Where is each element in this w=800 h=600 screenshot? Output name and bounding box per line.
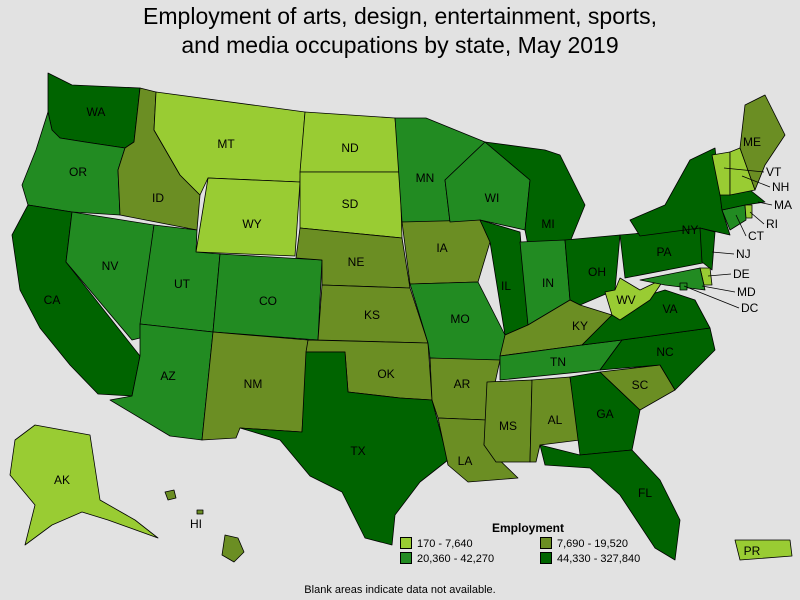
label-tn: TN <box>550 355 566 369</box>
state-oh[interactable] <box>564 234 621 306</box>
label-fl: FL <box>638 486 652 500</box>
map-title: Employment of arts, design, entertainmen… <box>0 2 800 60</box>
label-ny: NY <box>682 223 699 237</box>
legend-item-3: 20,360 - 42,270 <box>400 552 494 566</box>
label-oh: OH <box>588 265 606 279</box>
label-hi: HI <box>190 517 202 531</box>
label-wy: WY <box>242 217 261 231</box>
legend-title: Employment <box>492 521 565 535</box>
label-ks: KS <box>364 308 380 322</box>
label-la: LA <box>458 454 473 468</box>
state-nv[interactable] <box>65 211 155 341</box>
label-az: AZ <box>160 369 175 383</box>
label-mi: MI <box>541 217 554 231</box>
label-sd: SD <box>342 197 359 211</box>
label-nd: ND <box>341 141 359 155</box>
label-ok: OK <box>377 367 394 381</box>
label-ia: IA <box>436 241 447 255</box>
label-mo: MO <box>450 312 469 326</box>
legend-swatch-1 <box>400 537 412 549</box>
label-vt: VT <box>766 165 782 179</box>
state-dc[interactable] <box>679 282 688 291</box>
state-pr[interactable] <box>734 539 793 561</box>
label-ne: NE <box>348 255 365 269</box>
label-pa: PA <box>656 245 671 259</box>
label-wa: WA <box>87 105 106 119</box>
label-de: DE <box>733 267 750 281</box>
label-co: CO <box>259 294 277 308</box>
label-sc: SC <box>632 378 649 392</box>
legend-label-4: 44,330 - 327,840 <box>557 553 641 565</box>
legend-swatch-4 <box>540 552 552 564</box>
label-tx: TX <box>350 444 365 458</box>
legend-label-3: 20,360 - 42,270 <box>417 553 495 565</box>
label-ri: RI <box>766 217 778 231</box>
label-ca: CA <box>44 293 61 307</box>
state-me[interactable] <box>739 94 786 191</box>
legend-item-2: 7,690 - 19,520 <box>540 537 628 551</box>
state-tx[interactable] <box>239 351 449 546</box>
map-title-line-2: and media occupations by state, May 2019 <box>181 32 619 58</box>
footnote: Blank areas indicate data not available. <box>304 584 496 596</box>
label-ut: UT <box>174 277 191 291</box>
label-leader-lines <box>683 167 773 309</box>
legend-label-2: 7,690 - 19,520 <box>557 538 628 550</box>
label-or: OR <box>69 165 87 179</box>
map-title-line-1: Employment of arts, design, entertainmen… <box>143 3 657 29</box>
state-ms[interactable] <box>483 379 533 463</box>
legend: Employment 170 - 7,640 7,690 - 19,520 20… <box>400 521 700 573</box>
label-nj: NJ <box>736 247 751 261</box>
label-il: IL <box>501 279 511 293</box>
label-wi: WI <box>485 191 500 205</box>
label-mt: MT <box>217 137 235 151</box>
label-me: ME <box>743 135 761 149</box>
label-md: MD <box>737 285 756 299</box>
state-hi[interactable] <box>164 489 245 563</box>
label-id: ID <box>152 191 164 205</box>
state-fl[interactable] <box>539 444 681 561</box>
label-pr: PR <box>744 544 761 558</box>
label-al: AL <box>548 413 563 427</box>
label-ar: AR <box>454 377 471 391</box>
state-ri[interactable] <box>744 204 753 219</box>
legend-swatch-2 <box>540 537 552 549</box>
label-mn: MN <box>416 171 435 185</box>
state-md[interactable] <box>639 267 706 291</box>
label-ma: MA <box>774 198 792 212</box>
label-nv: NV <box>102 259 119 273</box>
label-ak: AK <box>54 473 70 487</box>
label-va: VA <box>662 302 677 316</box>
state-nj[interactable] <box>699 227 716 271</box>
label-ct: CT <box>748 229 765 243</box>
legend-item-1: 170 - 7,640 <box>400 537 473 551</box>
label-dc: DC <box>741 301 759 315</box>
label-ga: GA <box>596 407 613 421</box>
label-ky: KY <box>572 319 588 333</box>
legend-swatch-3 <box>400 552 412 564</box>
label-wv: WV <box>616 293 635 307</box>
state-ak[interactable] <box>9 424 159 546</box>
label-nc: NC <box>656 345 674 359</box>
state-ga[interactable] <box>569 371 641 456</box>
label-nm: NM <box>244 377 263 391</box>
label-in: IN <box>542 276 554 290</box>
legend-item-4: 44,330 - 327,840 <box>540 552 640 566</box>
label-ms: MS <box>499 419 517 433</box>
legend-label-1: 170 - 7,640 <box>417 538 473 550</box>
label-nh: NH <box>772 180 789 194</box>
state-wy[interactable] <box>195 177 301 257</box>
